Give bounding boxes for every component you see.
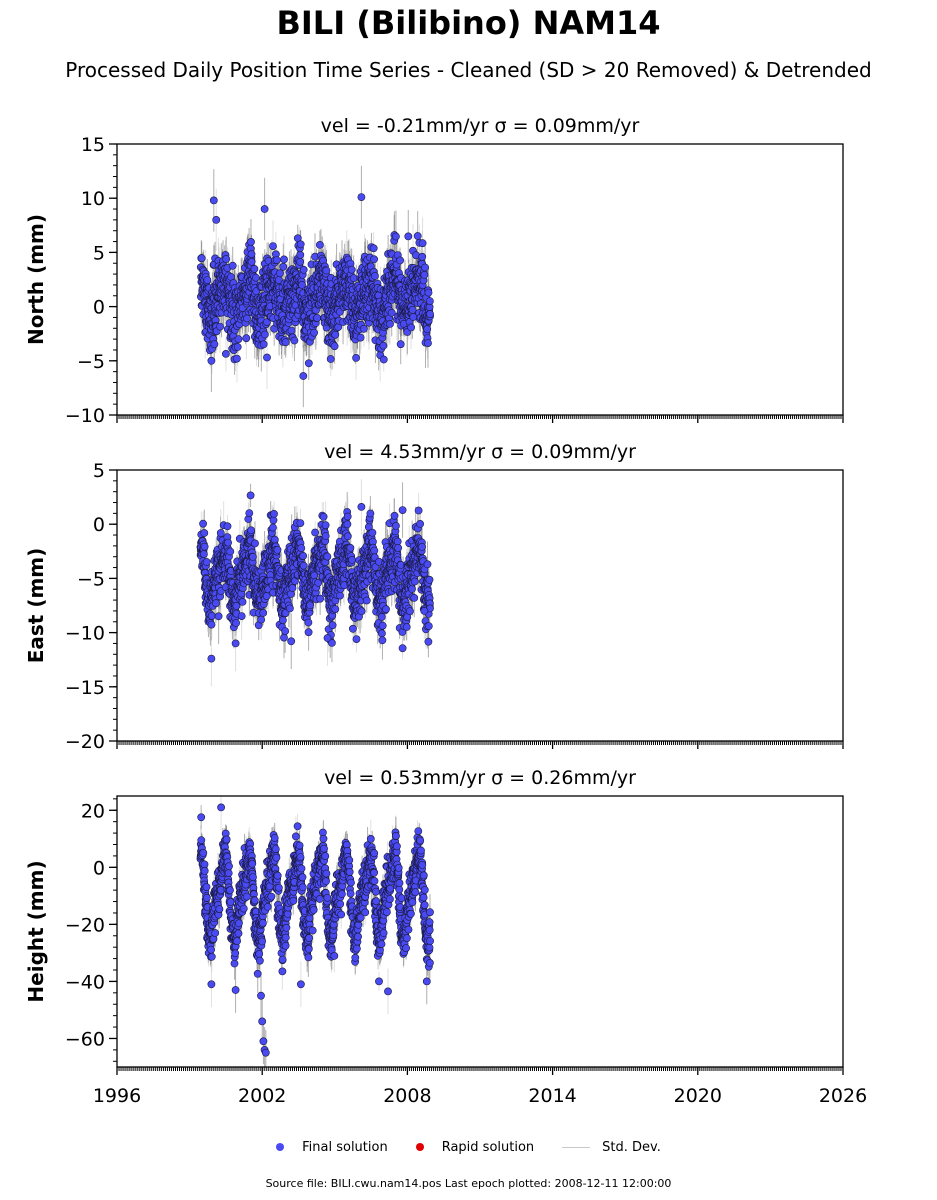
data-point xyxy=(296,257,304,266)
panel-0: −10 −5 0 5 10 15 vel = -0.21mm/yr σ = 0.09mm/y… xyxy=(24,115,844,427)
data-point xyxy=(386,319,394,328)
data-point xyxy=(404,232,413,241)
chart-subtitle: Processed Daily Position Time Series - C… xyxy=(65,58,872,82)
data-point xyxy=(379,341,388,350)
data-point xyxy=(247,237,255,246)
data-point xyxy=(212,215,221,224)
data-point xyxy=(370,272,379,280)
data-point xyxy=(290,336,299,345)
data-point xyxy=(326,355,335,363)
data-point xyxy=(313,314,321,322)
data-point xyxy=(276,269,284,278)
data-point xyxy=(347,265,356,274)
data-point xyxy=(242,334,251,343)
data-point xyxy=(421,263,429,272)
data-point xyxy=(280,255,288,264)
data-point xyxy=(357,193,366,201)
y-tick-label: 5 xyxy=(93,242,105,264)
data-point xyxy=(396,256,404,265)
data-point xyxy=(251,273,260,282)
data-point xyxy=(407,323,415,332)
data-point xyxy=(279,262,288,271)
data-point xyxy=(330,342,339,351)
final-solution-points xyxy=(196,193,434,380)
data-point xyxy=(222,255,231,263)
data-point xyxy=(247,250,256,259)
data-point xyxy=(315,240,324,249)
data-point xyxy=(359,324,368,333)
data-point xyxy=(352,353,360,362)
data-point xyxy=(197,254,206,263)
data-point xyxy=(418,252,427,261)
data-point xyxy=(420,270,429,279)
data-point xyxy=(396,340,405,349)
y-tick-label: 0 xyxy=(93,297,105,319)
data-point xyxy=(232,354,241,363)
data-point xyxy=(233,343,242,351)
data-point xyxy=(379,355,388,364)
data-point xyxy=(331,330,340,339)
data-point xyxy=(426,310,434,318)
y-tick-label: 15 xyxy=(81,134,105,156)
data-point xyxy=(247,257,256,266)
chart-title: BILI (Bilibino) NAM14 xyxy=(276,4,661,42)
panel-title: vel = -0.21mm/yr σ = 0.09mm/yr xyxy=(321,115,640,137)
data-point xyxy=(260,330,269,339)
data-point xyxy=(408,305,417,314)
data-point xyxy=(228,261,237,270)
plot-area xyxy=(196,479,434,687)
data-point xyxy=(209,196,218,205)
data-point xyxy=(369,244,378,253)
data-point xyxy=(304,359,313,368)
data-point xyxy=(260,205,269,213)
y-tick-label: −5 xyxy=(77,351,105,373)
data-point xyxy=(424,339,432,347)
plots-svg: −10 −5 0 5 10 15 vel = -0.21mm/yr σ = 0.09mm/y… xyxy=(24,115,867,1107)
data-point xyxy=(296,240,305,249)
data-point xyxy=(349,274,358,283)
data-point xyxy=(423,325,432,334)
data-point xyxy=(250,264,259,273)
data-point xyxy=(263,353,271,362)
data-point xyxy=(370,255,378,264)
data-point xyxy=(299,265,308,274)
data-point xyxy=(387,308,396,317)
data-point xyxy=(413,232,422,240)
data-point xyxy=(243,314,251,323)
data-point xyxy=(310,328,318,337)
data-point xyxy=(281,338,290,347)
data-point xyxy=(391,232,400,241)
data-point xyxy=(424,288,433,297)
data-point xyxy=(287,326,296,335)
data-point xyxy=(269,242,277,250)
data-point xyxy=(296,250,305,259)
data-point xyxy=(210,340,219,349)
y-axis-label: North (mm) xyxy=(24,214,48,345)
data-point xyxy=(221,349,230,358)
data-point xyxy=(356,333,365,342)
y-tick-label: 10 xyxy=(81,188,105,210)
data-point xyxy=(272,256,281,264)
data-point xyxy=(216,322,224,331)
data-point xyxy=(207,356,216,365)
data-point xyxy=(203,276,212,284)
data-point xyxy=(299,372,308,380)
data-point xyxy=(234,335,243,344)
plot-area xyxy=(196,165,434,408)
data-point xyxy=(322,266,331,275)
data-point xyxy=(425,297,434,305)
data-point xyxy=(298,280,306,289)
data-point xyxy=(259,340,268,349)
data-point xyxy=(418,239,427,248)
y-tick-label: −10 xyxy=(65,405,105,427)
